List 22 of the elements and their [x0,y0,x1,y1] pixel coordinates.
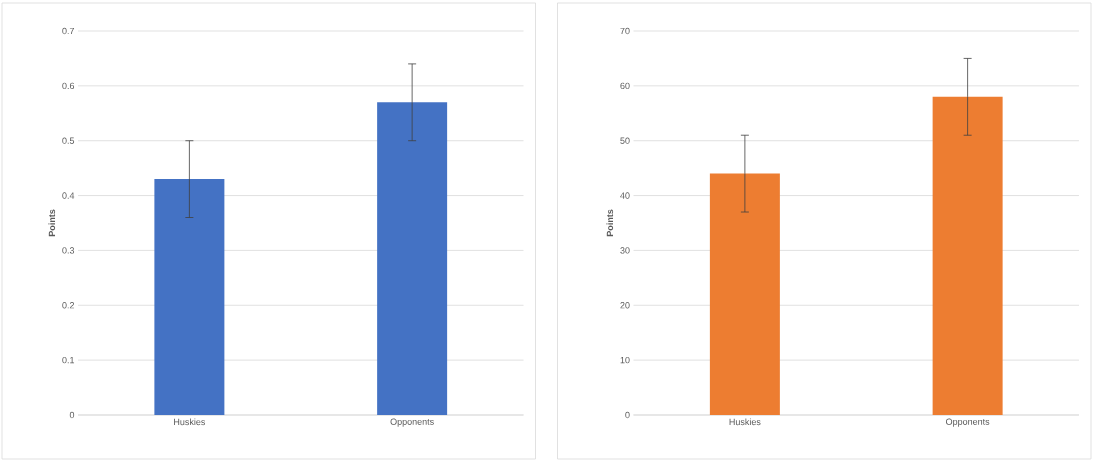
x-tick-label: Huskies [174,418,206,426]
y-tick-label: 60 [620,82,630,90]
y-axis-title: Points [606,209,614,237]
x-tick-label: Opponents [390,418,434,427]
y-tick-label: 0.5 [62,137,75,144]
y-tick-label: 0 [625,411,630,419]
y-tick-label: 70 [620,27,630,35]
y-tick-label: 0.7 [62,27,75,35]
y-tick-label: 50 [620,137,630,144]
y-tick-label: 40 [620,192,630,199]
y-tick-label: 0.6 [62,82,75,90]
y-tick-label: 20 [620,302,630,309]
x-tick-label: Huskies [729,418,761,426]
y-tick-label: 0.2 [62,302,75,309]
y-tick-label: 10 [620,356,630,364]
y-tick-label: 0.1 [62,356,75,364]
y-tick-label: 0 [69,411,75,419]
y-tick-label: 0.4 [62,192,75,199]
y-axis-title: Points [48,209,56,237]
y-tick-label: 0.3 [62,247,75,254]
y-tick-label: 30 [620,247,630,254]
x-tick-label: Opponents [946,418,990,427]
